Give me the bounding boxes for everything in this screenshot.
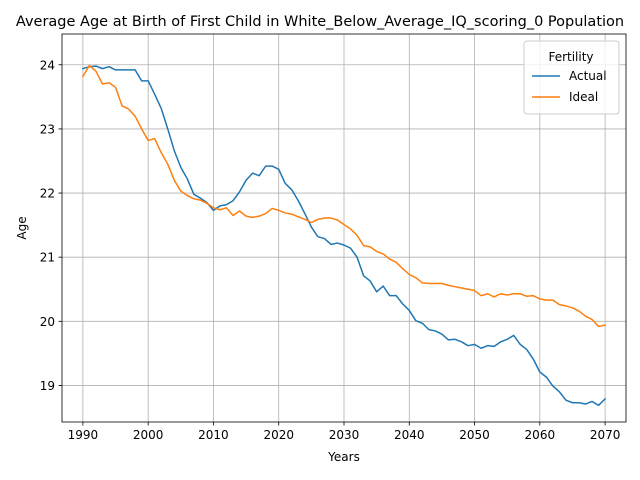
legend-box [523, 40, 620, 115]
y-axis: 19 20 21 22 23 24 [40, 58, 62, 393]
y-tick-label: 20 [40, 315, 55, 329]
y-tick-label: 21 [40, 251, 55, 265]
y-tick-label: 19 [40, 379, 55, 393]
x-axis: 1990 2000 2010 2020 2030 2040 2050 2060 2070 [68, 422, 621, 442]
series-group [81, 64, 607, 407]
x-tick-label: 2070 [590, 428, 621, 442]
grid [62, 34, 626, 422]
legend-label-actual: Actual [569, 69, 607, 83]
y-axis-label: Age [15, 216, 29, 239]
y-tick-label: 22 [40, 187, 55, 201]
series-line-ideal [81, 64, 606, 328]
x-tick-label: 2040 [394, 428, 425, 442]
legend: Fertility Actual Ideal [523, 40, 620, 115]
x-tick-label: 2020 [263, 428, 294, 442]
y-tick-label: 24 [40, 58, 55, 72]
x-tick-label: 2000 [133, 428, 164, 442]
chart-title: Average Age at Birth of First Child in W… [16, 14, 624, 30]
x-tick-label: 2010 [198, 428, 229, 442]
x-axis-label: Years [327, 450, 360, 464]
series-line-actual [81, 65, 607, 407]
legend-label-ideal: Ideal [569, 90, 598, 104]
legend-title: Fertility [548, 50, 593, 64]
x-tick-label: 2060 [525, 428, 556, 442]
x-tick-label: 2050 [459, 428, 490, 442]
y-tick-label: 23 [40, 122, 55, 136]
x-tick-label: 1990 [68, 428, 99, 442]
x-tick-label: 2030 [329, 428, 360, 442]
